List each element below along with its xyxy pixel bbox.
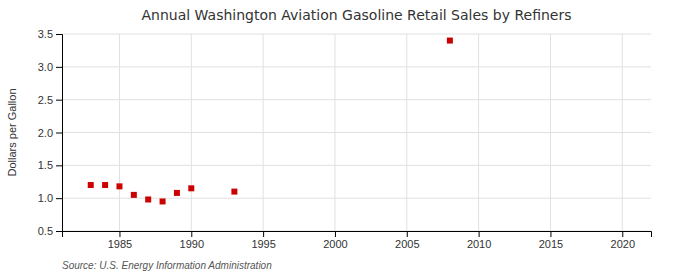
- x-tick: 1990: [180, 231, 204, 250]
- point: [231, 189, 237, 195]
- x-tick-mark: [119, 231, 120, 237]
- plot: 1985 1990 1995 2000 2005 2010 2015 2020 0.5 1.0 1.…: [38, 28, 652, 250]
- point: [102, 182, 108, 188]
- y-tick-mark: [56, 198, 62, 199]
- point: [131, 192, 137, 198]
- x-tick-label: 1990: [180, 238, 204, 250]
- x-tick-mark: [407, 231, 408, 237]
- x-tick: 2005: [395, 231, 419, 250]
- y-grid-line: [62, 66, 651, 67]
- point: [116, 183, 122, 189]
- x-tick: 2015: [539, 231, 563, 250]
- y-tick-label: 3.0: [38, 61, 53, 73]
- y-grid-line: [62, 132, 651, 133]
- y-tick: 3.5: [38, 28, 62, 40]
- point: [88, 182, 94, 188]
- y-tick-mark: [56, 133, 62, 134]
- y-tick: 1.5: [38, 159, 62, 171]
- x-tick-label: 1985: [108, 238, 132, 250]
- point: [188, 185, 194, 191]
- grid: [62, 34, 651, 231]
- y-tick-mark: [56, 100, 62, 101]
- x-tick: 2000: [323, 231, 347, 250]
- x-tick-mark: [263, 231, 264, 237]
- y-tick-label: 2.5: [38, 94, 53, 106]
- annotation: Source: U.S. Energy Information Administ…: [62, 260, 272, 271]
- x-tick: 1995: [251, 231, 275, 250]
- x-tick-label: 2015: [539, 238, 563, 250]
- point: [145, 196, 151, 202]
- y-tick: 0.5: [38, 225, 62, 237]
- y-tick: 3.0: [38, 61, 62, 73]
- y-grid-line: [62, 34, 651, 35]
- y-tick-label: 1.0: [38, 192, 53, 204]
- x-axis: 1985 1990 1995 2000 2005 2010 2015 2020: [63, 231, 652, 250]
- x-tick-mark: [550, 231, 551, 237]
- point: [174, 190, 180, 196]
- x-tick-label: 2020: [611, 238, 635, 250]
- x-tick-label: 2000: [323, 238, 347, 250]
- x-tick-mark: [622, 231, 623, 237]
- y-tick-mark: [56, 34, 62, 35]
- y-axis-line: [56, 35, 63, 232]
- point: [160, 198, 166, 204]
- y-tick: 2.5: [38, 94, 62, 106]
- y-tick: 2.0: [38, 127, 62, 139]
- y-tick-label: 1.5: [38, 159, 53, 171]
- y-tick-label: 2.0: [38, 127, 53, 139]
- y-tick-label: 3.5: [38, 28, 53, 40]
- x-tick-mark: [335, 231, 336, 237]
- y-tick-mark: [56, 67, 62, 68]
- y-axis-title: Dollars per Gallon: [6, 88, 18, 176]
- x-tick: 2020: [611, 231, 635, 250]
- y-tick: 1.0: [38, 192, 62, 204]
- x-tick-label: 2010: [467, 238, 491, 250]
- x-tick-label: 2005: [395, 238, 419, 250]
- x-tick: 2010: [467, 231, 491, 250]
- y-grid-line: [62, 99, 651, 100]
- y-tick-label: 0.5: [38, 225, 53, 237]
- x-tick-mark: [191, 231, 192, 237]
- point: [447, 38, 453, 44]
- x-tick: 1985: [108, 231, 132, 250]
- x-tick-label: 1995: [251, 238, 275, 250]
- chart: 1985 1990 1995 2000 2005 2010 2015 2020 0.5 1.0 1.…: [0, 0, 675, 275]
- y-tick-mark: [56, 231, 62, 232]
- x-axis-line: [63, 232, 652, 238]
- points: [88, 38, 453, 205]
- y-grid-line: [62, 165, 651, 166]
- y-tick-mark: [56, 165, 62, 166]
- y-axis: 0.5 1.0 1.5 2.0 2.5 3.0 3.5: [38, 28, 63, 237]
- title: Annual Washington Aviation Gasoline Reta…: [141, 7, 571, 23]
- x-tick-mark: [479, 231, 480, 237]
